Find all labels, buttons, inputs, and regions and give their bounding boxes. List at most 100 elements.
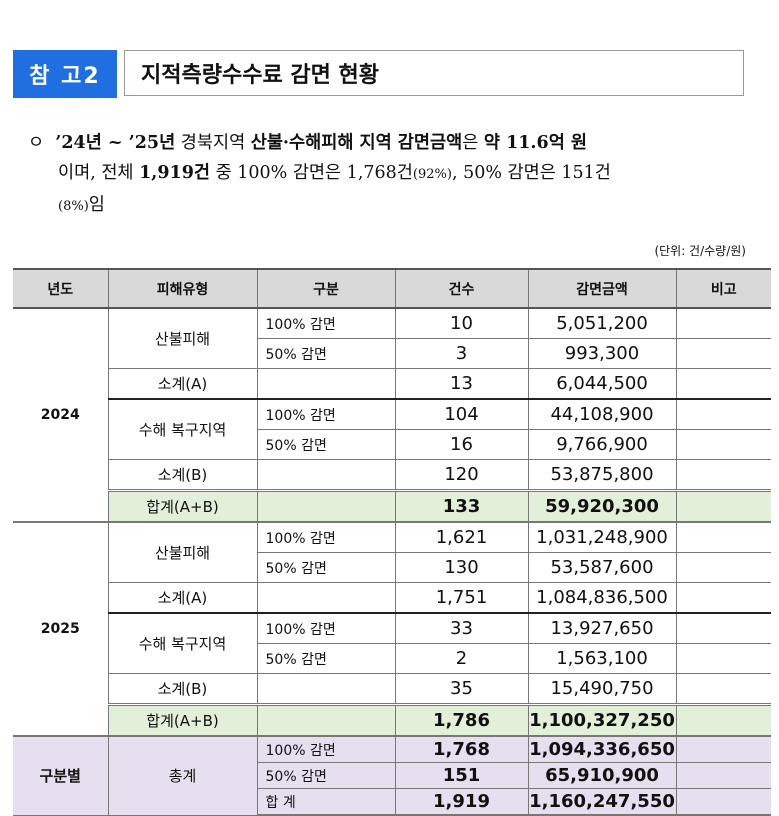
- count-cell: 1,621: [394, 521, 529, 553]
- header-count: 건수: [394, 268, 529, 309]
- total-label: 합계(A+B): [108, 703, 258, 737]
- page-title: 지적측량수수료 감면 현황: [124, 50, 744, 96]
- category-cell: [256, 368, 396, 400]
- table-row: 수해 복구지역 100% 감면 104 44,108,900: [13, 398, 771, 460]
- subtotal-count: 120: [394, 459, 529, 491]
- text-small: (92%): [412, 167, 452, 182]
- damage-type-cell: 산불피해: [107, 307, 258, 369]
- subtotal-count: 13: [394, 368, 529, 400]
- summary-label: 구분별: [13, 735, 109, 816]
- amount-cell: 1,031,248,900: [527, 521, 677, 553]
- text: 은: [462, 133, 484, 153]
- note-cell: [675, 582, 771, 614]
- period: ’24년 ~ ’25년: [55, 133, 176, 153]
- table-row: 소계(B) 35 15,490,750: [13, 673, 771, 705]
- table-header: 년도 피해유형 구분 건수 감면금액 비고: [13, 268, 771, 309]
- summary-count: 1,919: [394, 788, 529, 816]
- note-cell: [675, 429, 771, 460]
- year-cell: 2025: [13, 521, 109, 737]
- subtotal-amount: 1,084,836,500: [527, 582, 677, 614]
- damage-type-cell: 산불피해: [107, 521, 258, 583]
- damage-type-cell: 수해 복구지역: [108, 398, 258, 460]
- year-cell: 2024: [13, 307, 109, 523]
- note-cell: [675, 398, 771, 430]
- amount-cell: 44,108,900: [527, 398, 677, 430]
- category-cell: 100% 감면: [256, 398, 396, 430]
- summary-count: 151: [394, 762, 529, 789]
- note-cell: [675, 307, 771, 339]
- text: 중 100% 감면은 1,768건: [210, 163, 413, 183]
- note-cell: [675, 552, 771, 583]
- note-cell: [675, 762, 771, 789]
- category-cell: [256, 489, 396, 523]
- table-row: 소계(A) 13 6,044,500: [13, 368, 771, 400]
- para-line-1: ㅇ ’24년 ~ ’25년 경북지역 산불·수해피해 지역 감면금액은 약 11…: [28, 128, 748, 158]
- total-count: 133: [394, 489, 529, 523]
- table-row: 수해 복구지역 100% 감면 33 13,927,650: [13, 612, 771, 674]
- amount-cell: 1,563,100: [527, 643, 677, 674]
- category-cell: 50% 감면: [257, 643, 396, 674]
- category-cell: 100% 감면: [256, 307, 396, 339]
- text-small: (8%): [58, 199, 89, 214]
- amount-cell: 993,300: [527, 338, 677, 369]
- text-bold: 1,919건: [139, 163, 210, 183]
- total-amount: 1,100,327,250: [527, 703, 677, 737]
- header-year: 년도: [13, 268, 109, 309]
- subtotal-count: 35: [394, 673, 529, 705]
- header-note: 비고: [675, 268, 771, 309]
- note-cell: [675, 338, 771, 369]
- note-cell: [675, 368, 771, 400]
- note-cell: [675, 489, 771, 523]
- note-cell: [675, 673, 771, 705]
- summary-paragraph: ㅇ ’24년 ~ ’25년 경북지역 산불·수해피해 지역 감면금액은 약 11…: [28, 128, 748, 222]
- subtotal-label: 소계(A): [108, 582, 258, 614]
- count-cell: 104: [394, 398, 529, 430]
- note-cell: [675, 703, 771, 737]
- unit-label: (단위: 건/수량/원): [654, 244, 746, 258]
- amount-cell: 13,927,650: [527, 612, 677, 644]
- text: , 50% 감면은 151건: [451, 163, 611, 183]
- text: 임: [88, 195, 105, 215]
- category-cell: [256, 703, 396, 737]
- summary-row: 구분별 총계 100% 감면 1,768 1,094,336,650: [13, 735, 771, 816]
- bullet: ㅇ: [28, 133, 45, 153]
- table-row: 합계(A+B) 1,786 1,100,327,250: [13, 703, 771, 737]
- amount-cell: 5,051,200: [527, 307, 677, 339]
- summary-amount: 65,910,900: [527, 762, 677, 789]
- note-cell: [675, 788, 771, 816]
- category-cell: 합 계: [257, 788, 396, 816]
- damage-type-cell: 수해 복구지역: [108, 612, 258, 674]
- subtotal-amount: 15,490,750: [527, 673, 677, 705]
- text-bold: 약 11.6억 원: [483, 133, 587, 153]
- summary-amount: 1,160,247,550: [527, 788, 677, 816]
- category-cell: [256, 673, 396, 705]
- category-cell: 50% 감면: [257, 762, 396, 789]
- text: 경북지역: [175, 133, 251, 153]
- category-cell: [256, 459, 396, 491]
- summary-count: 1,768: [394, 735, 529, 763]
- text-bold: 산불·수해피해 지역 감면금액: [250, 133, 463, 153]
- count-cell: 10: [394, 307, 529, 339]
- summary-type: 총계: [107, 735, 258, 816]
- table-row: 합계(A+B) 133 59,920,300: [13, 489, 771, 523]
- table-row: 소계(A) 1,751 1,084,836,500: [13, 582, 771, 614]
- note-cell: [675, 643, 771, 674]
- note-cell: [675, 735, 771, 763]
- count-cell: 2: [394, 643, 529, 674]
- note-cell: [675, 521, 771, 553]
- reference-badge: 참 고2: [13, 50, 117, 98]
- amount-cell: 9,766,900: [527, 429, 677, 460]
- subtotal-amount: 6,044,500: [527, 368, 677, 400]
- subtotal-label: 소계(A): [108, 368, 258, 400]
- header-type: 피해유형: [107, 268, 258, 309]
- subtotal-label: 소계(B): [108, 673, 258, 705]
- table-row: 50% 감면 16 9,766,900: [13, 429, 771, 460]
- note-cell: [675, 612, 771, 644]
- count-cell: 33: [394, 612, 529, 644]
- amount-cell: 53,587,600: [527, 552, 677, 583]
- subtotal-amount: 53,875,800: [527, 459, 677, 491]
- category-cell: 100% 감면: [256, 521, 396, 553]
- table-row: 2025 산불피해 100% 감면 1,621 1,031,248,900: [13, 521, 771, 737]
- category-cell: 100% 감면: [256, 735, 396, 763]
- count-cell: 16: [394, 429, 529, 460]
